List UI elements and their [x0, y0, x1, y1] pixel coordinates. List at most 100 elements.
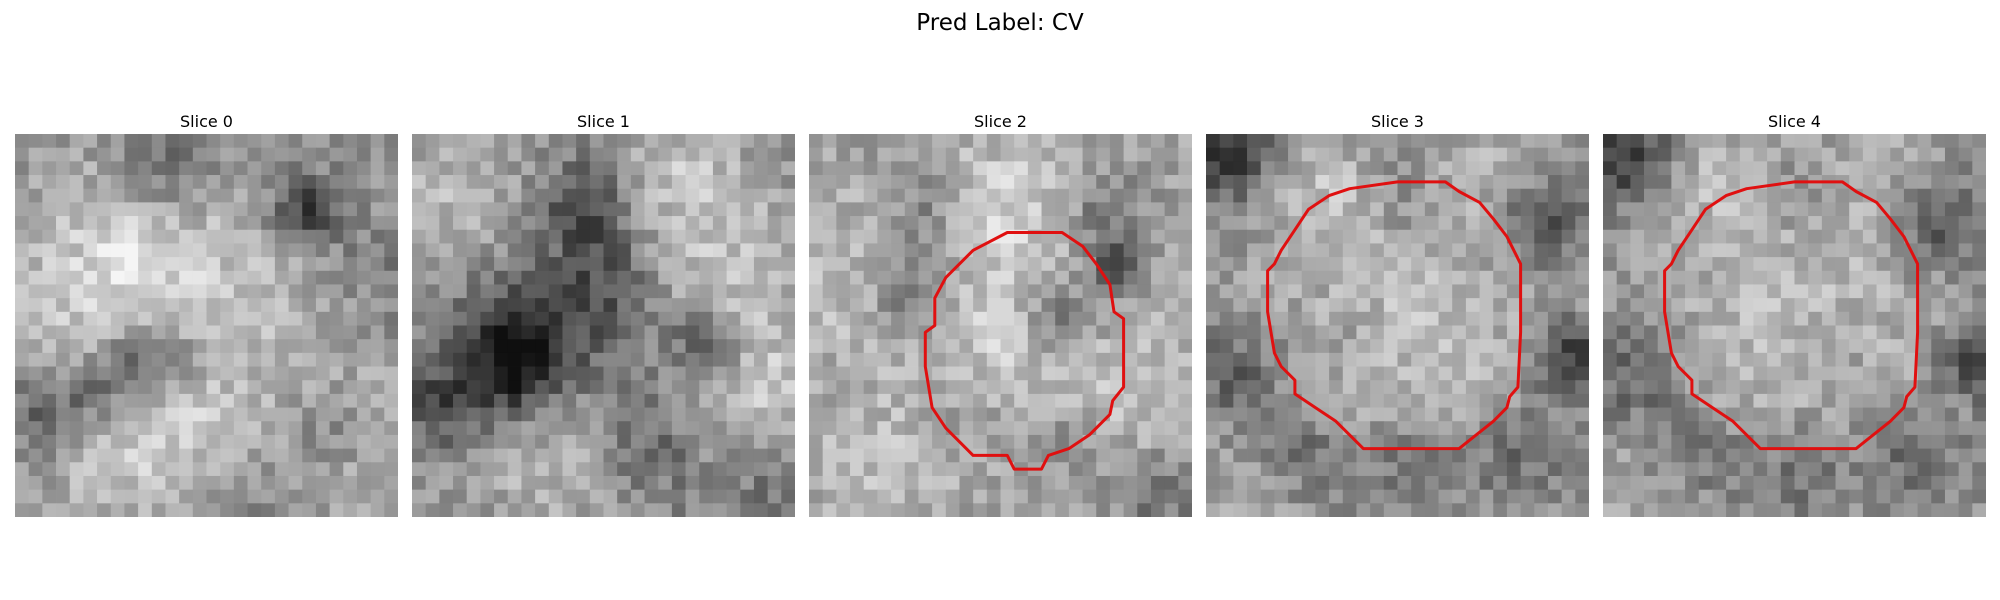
pixel-cell: [617, 284, 632, 299]
pixel-cell: [69, 161, 84, 176]
pixel-cell: [671, 270, 686, 285]
pixel-cell: [439, 229, 454, 244]
pixel-cell: [1041, 161, 1056, 176]
pixel-cell: [1862, 407, 1877, 422]
pixel-cell: [1821, 284, 1836, 299]
pixel-cell: [1917, 503, 1932, 517]
pixel-cell: [343, 270, 358, 285]
pixel-cell: [179, 339, 194, 354]
pixel-cell: [932, 134, 947, 149]
pixel-cell: [589, 161, 604, 176]
pixel-cell: [1644, 380, 1659, 395]
pixel-cell: [726, 352, 741, 367]
pixel-cell: [1247, 352, 1262, 367]
pixel-cell: [124, 175, 139, 190]
pixel-cell: [83, 475, 98, 491]
pixel-cell: [891, 380, 906, 395]
pixel-cell: [138, 243, 153, 258]
pixel-cell: [1876, 229, 1891, 244]
pixel-cell: [740, 161, 755, 176]
pixel-cell: [247, 188, 262, 203]
pixel-cell: [192, 352, 207, 367]
pixel-cell: [69, 134, 84, 149]
pixel-cell: [1958, 462, 1973, 477]
pixel-cell: [1356, 311, 1371, 326]
pixel-cell: [1260, 161, 1275, 176]
pixel-cell: [1561, 503, 1576, 517]
pixel-cell: [1109, 229, 1125, 244]
pixel-cell: [343, 175, 358, 190]
pixel-cell: [42, 352, 57, 367]
pixel-cell: [658, 407, 673, 422]
pixel-cell: [1753, 270, 1768, 285]
pixel-cell: [165, 421, 180, 436]
pixel-cell: [1780, 380, 1795, 395]
pixel-cell: [1835, 257, 1850, 272]
pixel-cell: [1342, 202, 1357, 217]
pixel-cell: [329, 352, 344, 367]
pixel-cell: [1178, 229, 1192, 244]
pixel-cell: [1206, 202, 1221, 217]
pixel-cell: [384, 339, 398, 354]
pixel-cell: [1506, 284, 1522, 299]
pixel-cell: [726, 147, 741, 162]
pixel-cell: [494, 284, 509, 299]
pixel-cell: [233, 489, 248, 504]
pixel-cell: [836, 175, 851, 190]
pixel-cell: [28, 175, 43, 190]
pixel-cell: [1219, 188, 1234, 203]
pixel-cell: [1000, 147, 1015, 162]
pixel-cell: [1931, 134, 1946, 149]
pixel-cell: [179, 243, 194, 258]
pixel-cell: [1411, 448, 1426, 463]
pixel-cell: [1726, 229, 1741, 244]
pixel-cell: [507, 475, 522, 491]
pixel-cell: [671, 202, 686, 217]
pixel-cell: [1383, 202, 1398, 217]
pixel-cell: [1849, 216, 1864, 231]
pixel-cell: [1096, 243, 1111, 258]
pixel-cell: [863, 243, 878, 258]
slice-image: [809, 134, 1192, 517]
pixel-cell: [356, 147, 372, 162]
pixel-cell: [494, 311, 509, 326]
pixel-cell: [384, 202, 398, 217]
pixel-cell: [1383, 257, 1398, 272]
pixel-cell: [562, 434, 577, 450]
pixel-cell: [1903, 407, 1919, 422]
pixel-cell: [425, 339, 440, 354]
pixel-cell: [1452, 393, 1467, 408]
pixel-cell: [507, 434, 522, 450]
pixel-cell: [1767, 175, 1782, 190]
pixel-cell: [192, 339, 207, 354]
pixel-cell: [1274, 407, 1289, 422]
pixel-cell: [425, 147, 440, 162]
pixel-cell: [1438, 284, 1453, 299]
pixel-cell: [412, 229, 427, 244]
pixel-cell: [904, 147, 919, 162]
pixel-cell: [480, 352, 495, 367]
pixel-cell: [1370, 366, 1385, 381]
pixel-cell: [603, 284, 618, 299]
pixel-cell: [1616, 475, 1631, 491]
pixel-cell: [315, 407, 331, 422]
pixel-cell: [1657, 134, 1672, 149]
pixel-cell: [1644, 352, 1659, 367]
pixel-cell: [466, 448, 481, 463]
pixel-cell: [1206, 434, 1221, 450]
pixel-cell: [1219, 202, 1234, 217]
pixel-cell: [192, 147, 207, 162]
pixel-cell: [329, 366, 344, 381]
pixel-cell: [1808, 202, 1823, 217]
pixel-cell: [630, 229, 645, 244]
pixel-cell: [507, 298, 522, 313]
pixel-cell: [1370, 434, 1385, 450]
pixel-cell: [1493, 161, 1508, 176]
pixel-cell: [1137, 243, 1152, 258]
pixel-cell: [206, 229, 221, 244]
pixel-cell: [1014, 188, 1029, 203]
pixel-cell: [42, 216, 57, 231]
pixel-cell: [589, 229, 604, 244]
pixel-cell: [1753, 421, 1768, 436]
pixel-cell: [767, 393, 782, 408]
